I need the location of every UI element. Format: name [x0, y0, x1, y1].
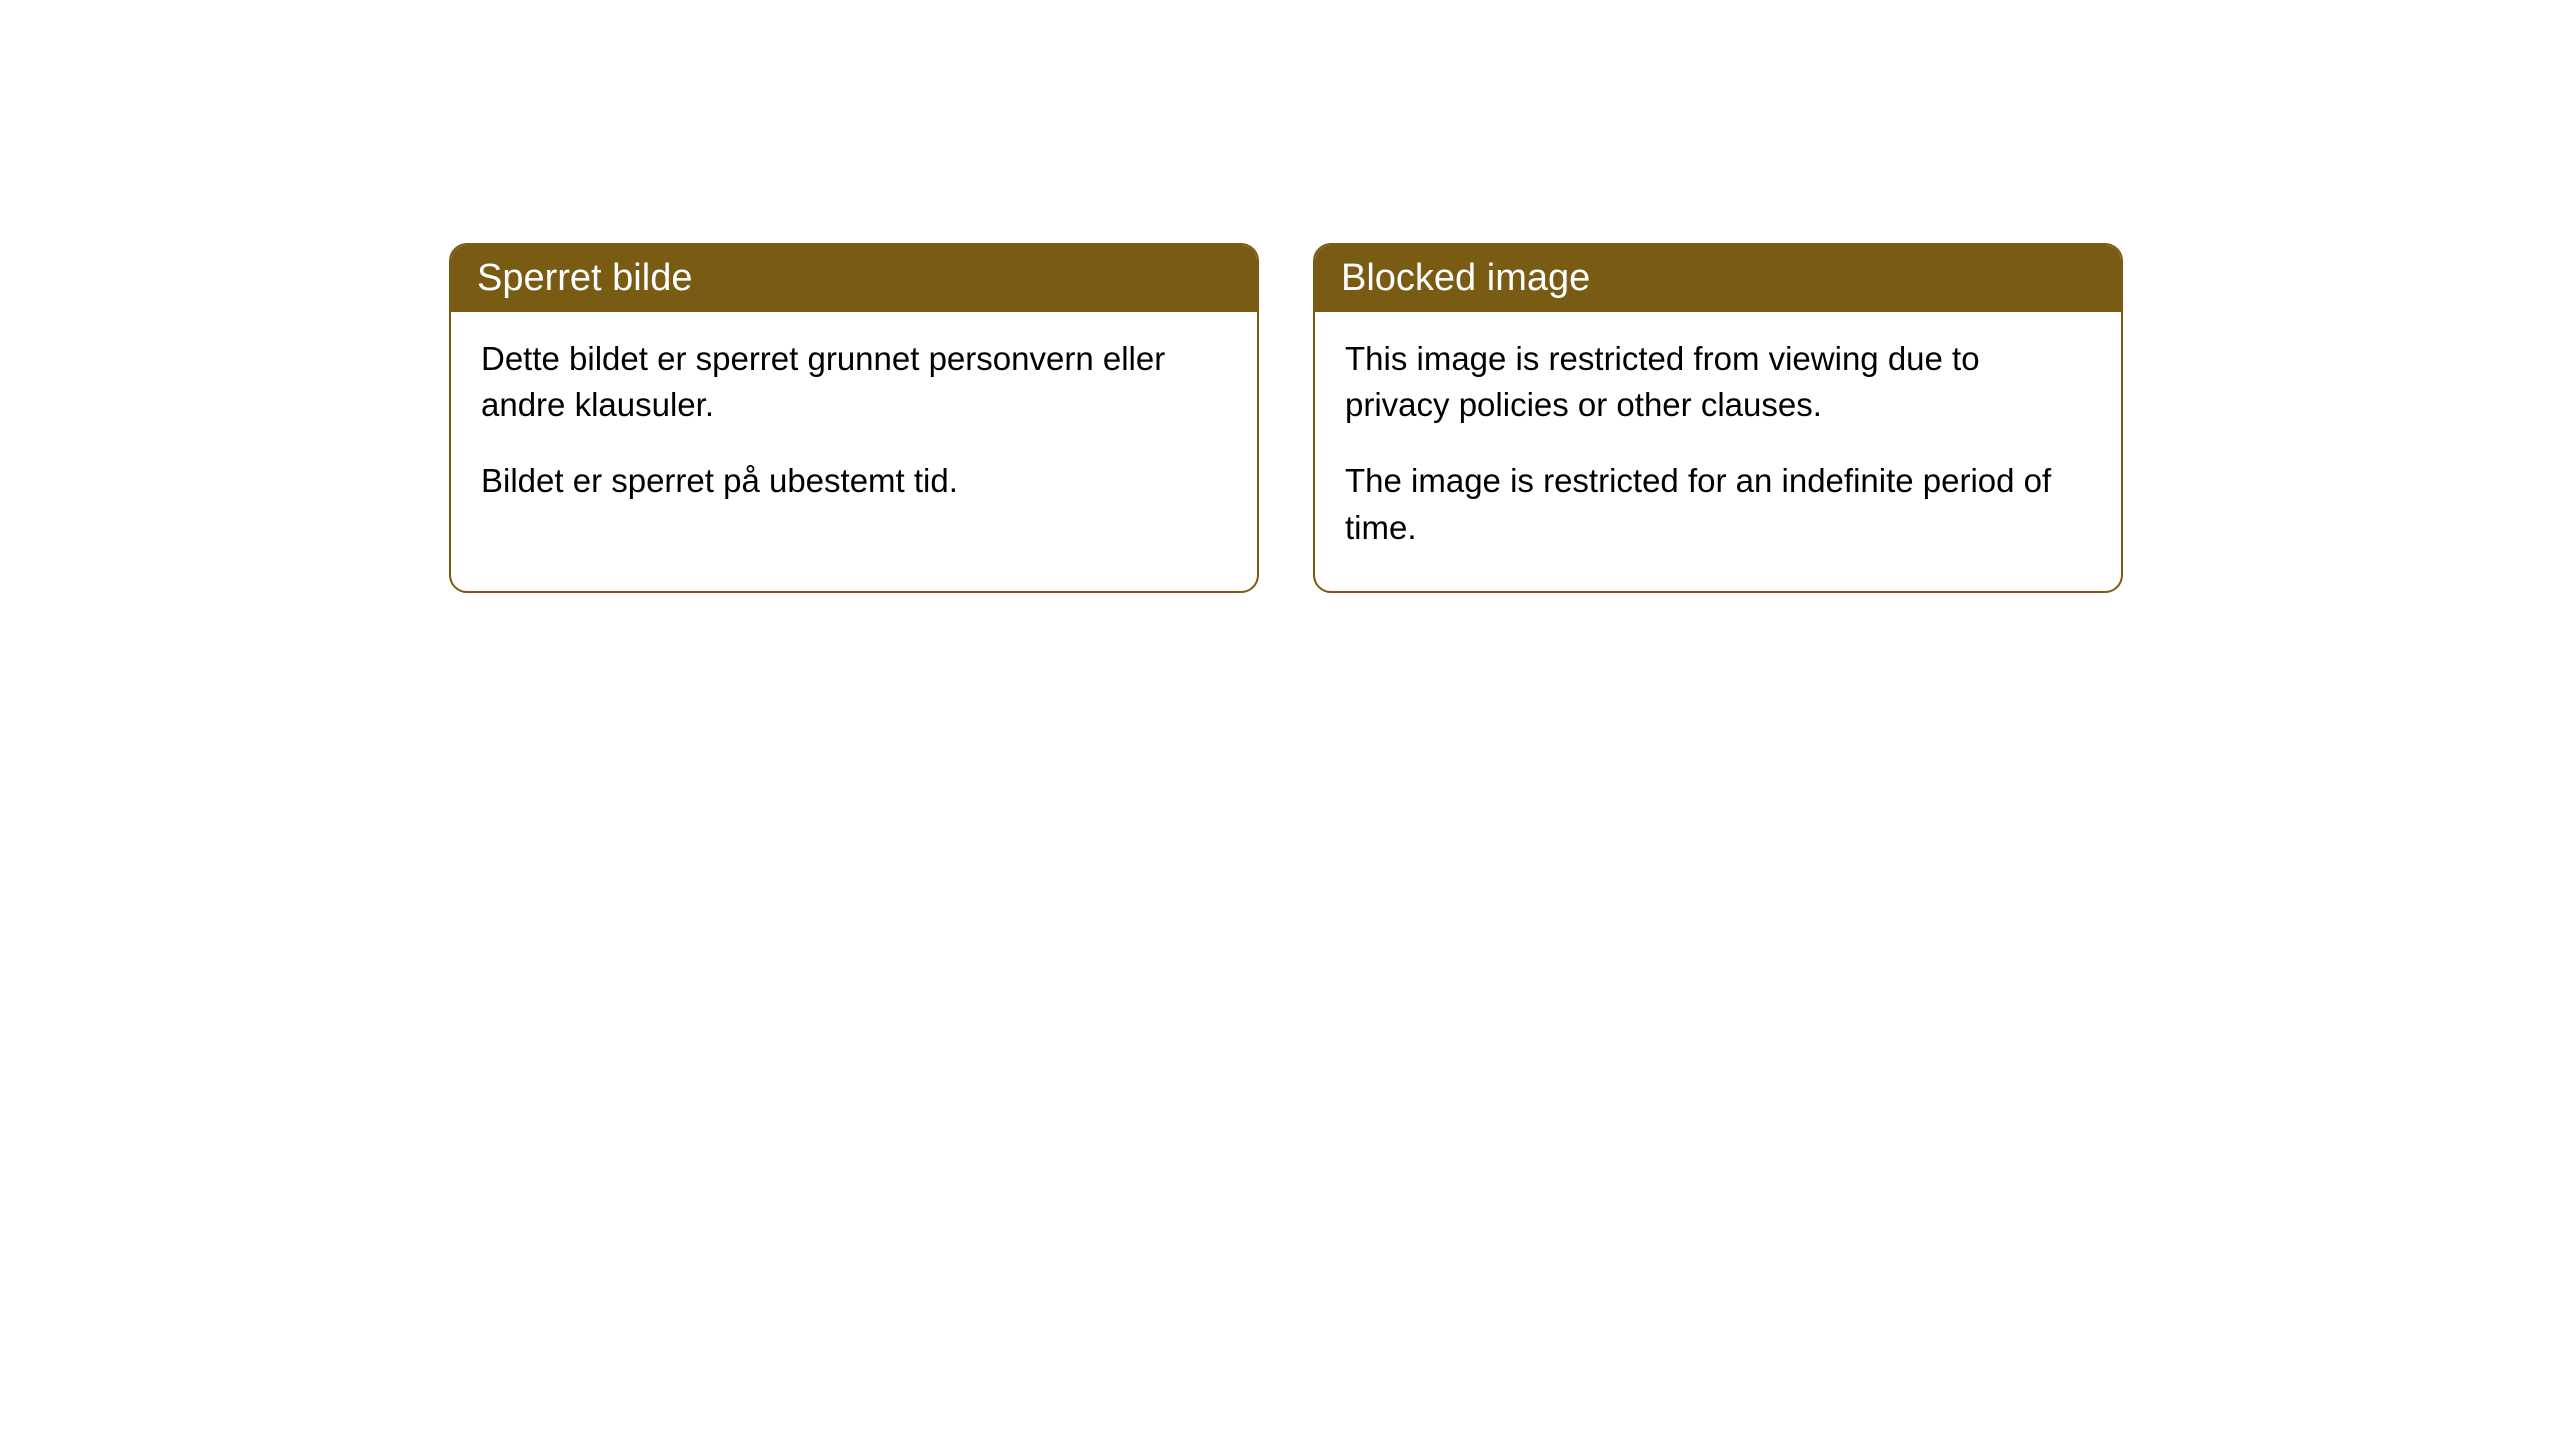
card-paragraph: Dette bildet er sperret grunnet personve… — [481, 336, 1227, 428]
card-title: Blocked image — [1341, 257, 1590, 299]
card-header: Blocked image — [1315, 245, 2121, 312]
card-paragraph: The image is restricted for an indefinit… — [1345, 458, 2091, 550]
card-paragraph: This image is restricted from viewing du… — [1345, 336, 2091, 428]
card-header: Sperret bilde — [451, 245, 1257, 312]
notice-card-english: Blocked image This image is restricted f… — [1313, 243, 2123, 593]
card-title: Sperret bilde — [477, 257, 692, 299]
notice-card-norwegian: Sperret bilde Dette bildet er sperret gr… — [449, 243, 1259, 593]
card-body: Dette bildet er sperret grunnet personve… — [451, 312, 1257, 545]
card-paragraph: Bildet er sperret på ubestemt tid. — [481, 458, 1227, 504]
card-body: This image is restricted from viewing du… — [1315, 312, 2121, 591]
notice-cards-container: Sperret bilde Dette bildet er sperret gr… — [0, 0, 2560, 593]
